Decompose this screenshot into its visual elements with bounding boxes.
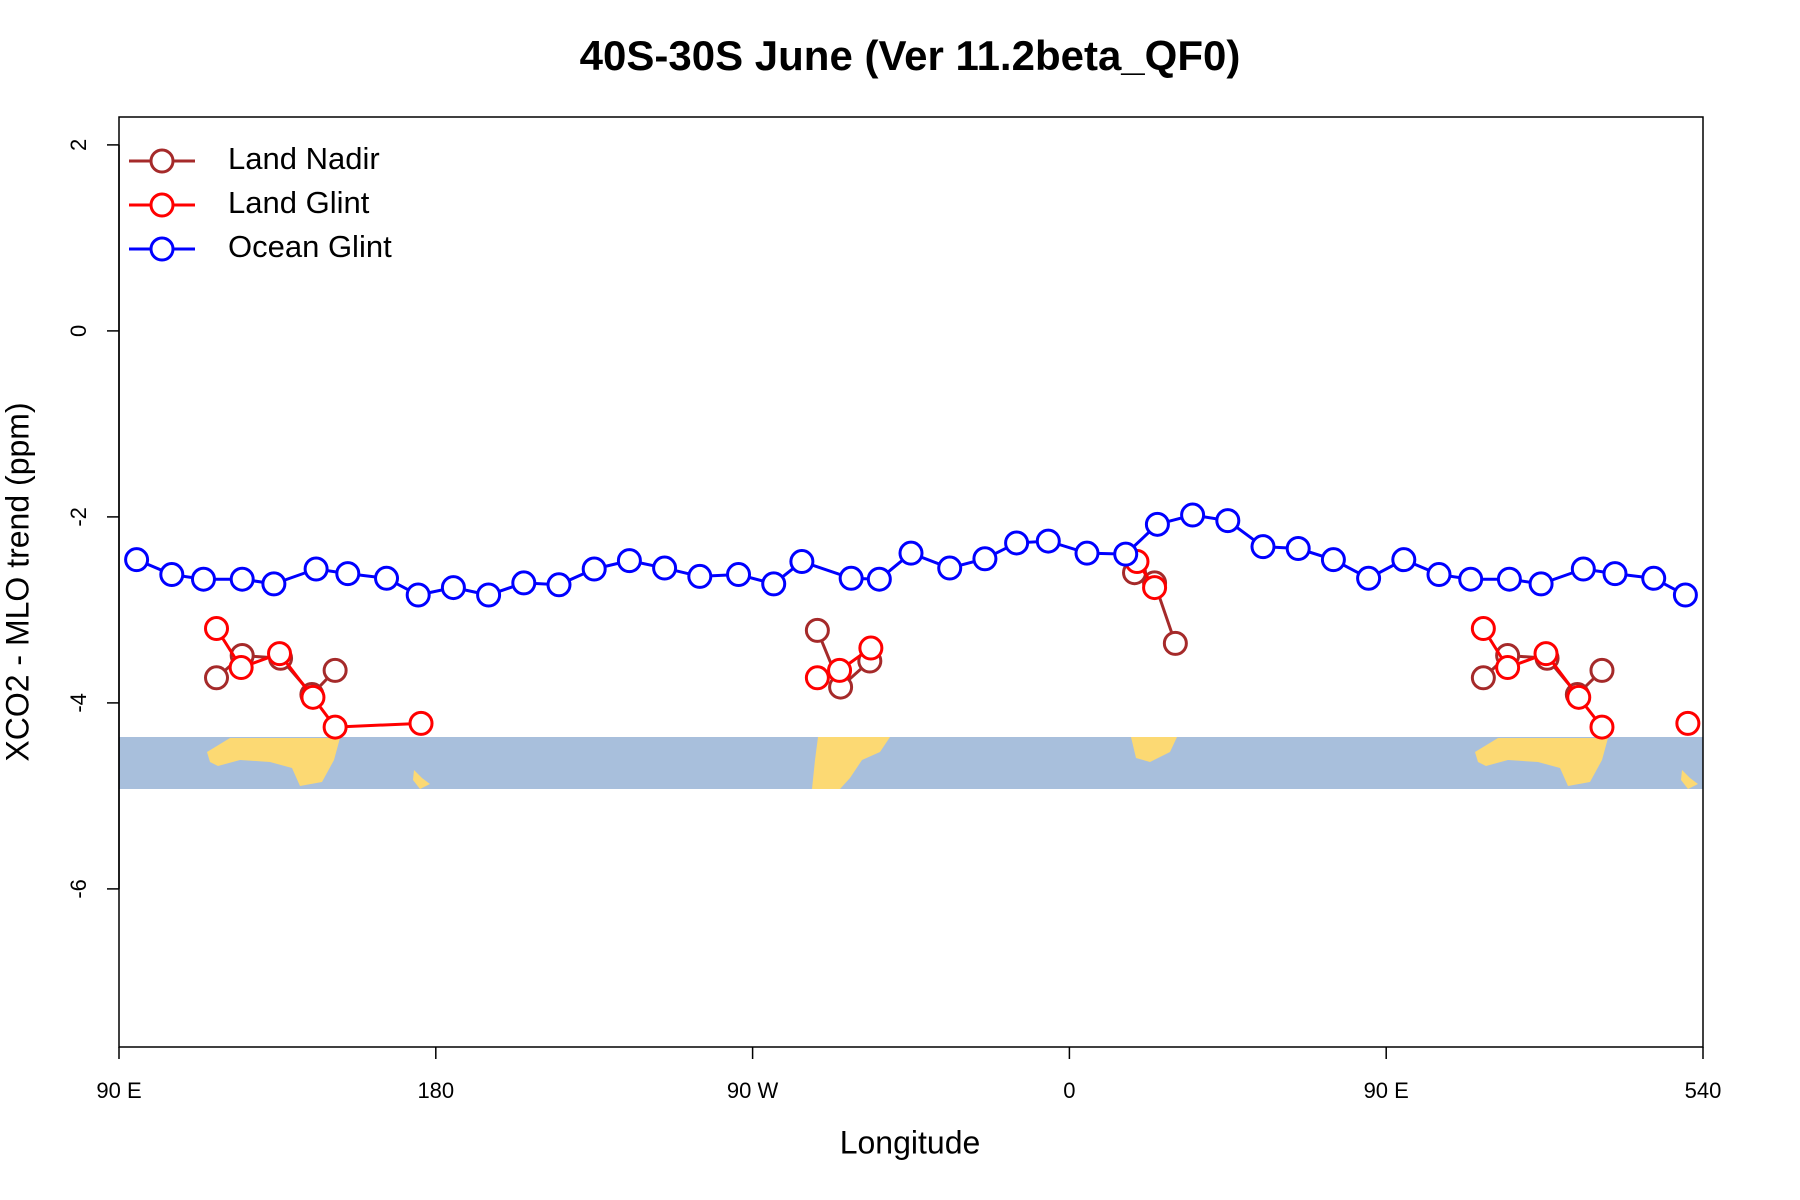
data-point — [1495, 655, 1521, 681]
land-shape — [413, 770, 430, 789]
legend-marker — [149, 148, 175, 174]
data-point — [1602, 561, 1628, 587]
data-point — [652, 555, 678, 581]
data-point — [335, 561, 361, 587]
x-tick-label: 90 E — [96, 1078, 141, 1103]
x-tick-label: 90 E — [1364, 1078, 1409, 1103]
data-point — [267, 641, 293, 667]
data-point — [1570, 556, 1596, 582]
data-point — [1641, 565, 1667, 591]
data-point — [804, 617, 830, 643]
data-point — [476, 582, 502, 608]
data-point — [440, 575, 466, 601]
y-tick-label: 0 — [66, 325, 91, 337]
x-tick-label: 180 — [417, 1078, 454, 1103]
data-point — [374, 565, 400, 591]
data-point — [1144, 511, 1170, 537]
legend-marker — [149, 236, 175, 262]
chart-title: 40S-30S June (Ver 11.2beta_QF0) — [580, 32, 1241, 79]
data-point — [616, 548, 642, 574]
data-point — [1113, 541, 1139, 567]
data-point — [827, 657, 853, 683]
y-tick-label: -4 — [66, 693, 91, 713]
data-point — [322, 714, 348, 740]
data-point — [124, 547, 150, 573]
data-point — [1528, 571, 1554, 597]
data-point — [1356, 565, 1382, 591]
data-point — [1285, 536, 1311, 562]
data-point — [866, 566, 892, 592]
ocean-band — [119, 737, 1703, 789]
x-tick-label: 90 W — [727, 1078, 779, 1103]
data-point — [937, 555, 963, 581]
data-point — [1162, 630, 1188, 656]
data-point — [1074, 540, 1100, 566]
data-point — [1496, 566, 1522, 592]
data-point — [1142, 575, 1168, 601]
data-point — [1035, 528, 1061, 554]
data-point — [687, 563, 713, 589]
data-point — [303, 556, 329, 582]
data-point — [511, 570, 537, 596]
data-point — [1215, 508, 1241, 534]
y-tick-label: -2 — [66, 507, 91, 527]
data-point — [761, 571, 787, 597]
data-point — [898, 540, 924, 566]
data-point — [1533, 641, 1559, 667]
legend-label: Ocean Glint — [228, 229, 392, 264]
data-point — [204, 616, 230, 641]
x-tick-label: 0 — [1063, 1078, 1075, 1103]
data-point — [1458, 566, 1484, 592]
data-point — [159, 562, 185, 588]
data-point — [405, 582, 431, 608]
legend-marker — [149, 192, 175, 218]
data-point — [546, 572, 572, 598]
legend-label: Land Nadir — [228, 141, 380, 176]
data-point — [804, 665, 830, 691]
land-shape — [1131, 737, 1177, 762]
map-strip — [119, 737, 1703, 789]
data-point — [229, 566, 255, 592]
data-point — [726, 562, 752, 588]
data-point — [581, 556, 607, 582]
land-shape — [1475, 738, 1608, 786]
y-tick-label: -6 — [66, 879, 91, 899]
data-point — [1566, 684, 1592, 710]
land-shape — [1681, 770, 1698, 789]
data-point — [789, 549, 815, 575]
data-point — [261, 571, 287, 597]
data-point — [1589, 657, 1615, 683]
data-point — [1250, 534, 1276, 560]
data-point — [228, 655, 254, 681]
land-shape — [207, 738, 340, 786]
land-shape — [812, 737, 890, 789]
x-axis-label: Longitude — [840, 1124, 981, 1160]
data-point — [858, 635, 884, 661]
data-point — [190, 566, 216, 592]
data-point — [1672, 582, 1698, 608]
data-point — [1470, 665, 1496, 691]
data-point — [972, 546, 998, 572]
data-point — [838, 565, 864, 591]
data-point — [204, 665, 230, 691]
data-point — [408, 710, 434, 736]
data-point — [1004, 530, 1030, 556]
data-point — [1320, 547, 1346, 573]
data-point — [1391, 547, 1417, 573]
x-tick-label: 540 — [1685, 1078, 1722, 1103]
data-point — [300, 684, 326, 710]
y-tick-label: 2 — [66, 139, 91, 151]
y-axis-label: XCO2 - MLO trend (ppm) — [0, 402, 35, 761]
data-point — [1589, 714, 1615, 740]
data-point — [1675, 710, 1701, 736]
data-point — [1180, 502, 1206, 528]
legend-label: Land Glint — [228, 185, 370, 220]
data-point — [322, 657, 348, 683]
data-point — [1426, 562, 1452, 588]
data-point — [1470, 616, 1496, 641]
